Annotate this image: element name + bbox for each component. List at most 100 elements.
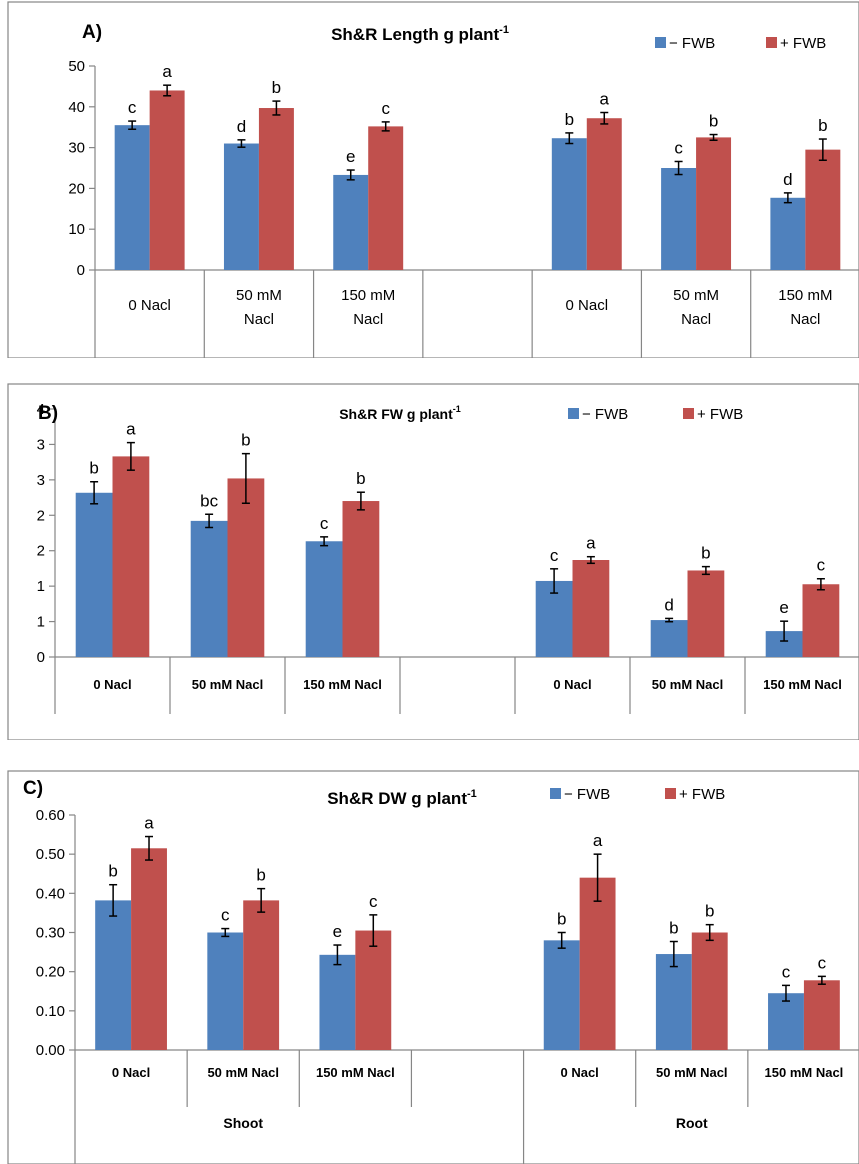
chart-b-svg: 0 1 1 2 2 3 3 4 0 Nacl 50 mM Nacl 150 mM Nacl 0 Nac… xyxy=(7,383,859,740)
category-label: 0 Nacl xyxy=(560,1065,598,1080)
y-tick-label: 2 xyxy=(37,507,45,524)
bar xyxy=(355,930,392,1050)
legend-swatch xyxy=(665,788,676,799)
bar xyxy=(650,620,688,657)
category-label: 150 mM Nacl xyxy=(763,677,842,692)
y-tick-label: 1 xyxy=(37,614,45,631)
category-label: 50 mM Nacl xyxy=(656,1065,728,1080)
significance-letter: c xyxy=(369,892,378,911)
significance-letter: c xyxy=(817,556,826,575)
significance-letter: b xyxy=(565,110,574,129)
significance-letter: c xyxy=(128,98,137,117)
bar xyxy=(572,560,610,657)
category-label: 150 mM Nacl xyxy=(303,677,382,692)
significance-letter: c xyxy=(674,138,683,157)
significance-letter: a xyxy=(586,534,596,553)
legend-label: + FWB xyxy=(780,35,826,52)
category-label: 0 Nacl xyxy=(128,297,171,314)
bar xyxy=(691,932,728,1050)
bar xyxy=(342,501,380,657)
chart-frame xyxy=(7,383,859,740)
y-tick-label: 0.10 xyxy=(36,1003,65,1020)
bar xyxy=(227,478,265,657)
category-label: 50 mM xyxy=(236,287,282,304)
significance-letter: b xyxy=(818,116,827,135)
significance-letter: d xyxy=(783,170,792,189)
bar xyxy=(333,174,369,270)
category-label: 50 mM Nacl xyxy=(192,677,264,692)
significance-letter: a xyxy=(162,62,172,81)
significance-letter: d xyxy=(237,117,246,136)
chart-title-main: Sh&R Length g plant xyxy=(331,25,499,44)
legend-label: − FWB xyxy=(564,786,610,803)
bar xyxy=(131,848,167,1050)
significance-letter: c xyxy=(782,962,791,981)
y-tick-label: 50 xyxy=(68,58,85,75)
group-label: Root xyxy=(676,1115,708,1131)
bar xyxy=(319,954,356,1050)
panel-label: A) xyxy=(82,22,102,43)
legend-swatch xyxy=(766,37,777,48)
significance-letter: b xyxy=(701,544,710,563)
significance-letter: b xyxy=(356,469,365,488)
y-tick-label: 2 xyxy=(37,543,45,560)
category-label: 50 mM Nacl xyxy=(652,677,724,692)
y-tick-label: 1 xyxy=(37,578,45,595)
legend-swatch xyxy=(568,408,579,419)
y-tick-label: 3 xyxy=(37,436,45,453)
panel-label: C) xyxy=(23,778,43,799)
bar xyxy=(190,520,228,657)
y-tick-label: 4 xyxy=(37,401,45,418)
significance-letter: c xyxy=(320,514,329,533)
legend-label: − FWB xyxy=(582,406,628,423)
legend-label: + FWB xyxy=(679,786,725,803)
significance-letter: e xyxy=(333,922,342,941)
significance-letter: b xyxy=(272,78,281,97)
bar xyxy=(802,584,840,657)
y-tick-label: 0.00 xyxy=(36,1042,65,1059)
category-label: 0 Nacl xyxy=(553,677,591,692)
y-tick-label: 0.50 xyxy=(36,846,65,863)
bar xyxy=(243,900,280,1050)
bar xyxy=(543,940,580,1050)
y-tick-label: 0.40 xyxy=(36,885,65,902)
chart-panel-b: 0 1 1 2 2 3 3 4 0 Nacl 50 mM Nacl 150 mM Nacl 0 Nac… xyxy=(0,382,859,740)
bar xyxy=(661,168,697,270)
significance-letter: b xyxy=(669,919,678,938)
bar xyxy=(95,900,132,1050)
bar xyxy=(551,138,587,270)
bar xyxy=(696,137,732,270)
chart-panel-c: 0.00 0.10 0.20 0.30 0.40 0.50 0.60 0 Nacl 50 mM … xyxy=(0,769,859,1164)
significance-letter: b xyxy=(705,902,714,921)
bar xyxy=(770,197,806,270)
significance-letter: e xyxy=(346,147,355,166)
category-label: 150 mM Nacl xyxy=(765,1065,844,1080)
category-label: 0 Nacl xyxy=(566,297,609,314)
category-label: Nacl xyxy=(681,311,711,328)
bar xyxy=(687,570,725,657)
significance-letter: bc xyxy=(200,491,218,510)
significance-letter: b xyxy=(256,866,265,885)
chart-title-superscript: -1 xyxy=(467,788,477,800)
category-label: 0 Nacl xyxy=(112,1065,150,1080)
significance-letter: b xyxy=(241,431,250,450)
significance-letter: b xyxy=(557,910,566,929)
significance-letter: b xyxy=(89,459,98,478)
y-tick-label: 0.30 xyxy=(36,925,65,942)
y-tick-label: 3 xyxy=(37,472,45,489)
category-label: 50 mM xyxy=(673,287,719,304)
category-label: 150 mM xyxy=(341,287,395,304)
significance-letter: c xyxy=(221,906,230,925)
y-tick-label: 40 xyxy=(68,99,85,116)
chart-title-main: Sh&R DW g plant xyxy=(327,789,467,808)
group-label: Shoot xyxy=(223,1115,263,1131)
significance-letter: a xyxy=(126,420,136,439)
chart-title: Sh&R FW g plant-1 xyxy=(339,404,461,422)
bar xyxy=(768,993,804,1050)
category-label: Nacl xyxy=(244,311,274,328)
bar xyxy=(368,126,404,270)
significance-letter: a xyxy=(593,831,603,850)
legend-label: + FWB xyxy=(697,406,743,423)
y-tick-label: 20 xyxy=(68,180,85,197)
bar xyxy=(579,877,616,1050)
